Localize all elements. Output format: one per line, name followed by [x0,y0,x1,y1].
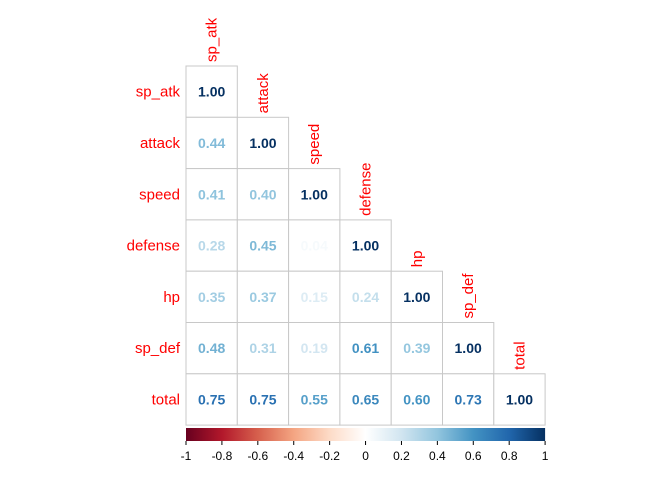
row-label-sp_atk: sp_atk [136,84,181,101]
colorbar-tick-label: 0.8 [501,449,518,463]
cell-sp_atk-sp_atk [185,65,238,118]
cell-value-sp_def-attack: 0.31 [249,340,276,356]
cell-hp-defense [339,270,392,324]
colorbar-tick-label: 0 [362,449,369,463]
cell-value-speed-attack: 0.40 [249,186,276,202]
cell-value-sp_def-defense: 0.61 [352,340,379,356]
column-label-hp: hp [409,251,426,268]
cell-total-sp_atk [185,373,238,426]
column-label-attack: attack [255,73,272,114]
cell-attack-attack [236,116,290,170]
cell-value-hp-speed: 0.15 [301,289,328,305]
cell-value-total-speed: 0.55 [301,391,328,407]
cell-sp_def-defense [339,322,392,375]
cell-sp_def-sp_atk [185,322,238,375]
colorbar-tick-label: -1 [181,449,192,463]
cell-value-total-sp_atk: 0.75 [198,391,225,407]
row-label-sp_def: sp_def [135,340,181,357]
colorbar-tick-label: 0.6 [465,449,482,463]
colorbar: -1 -0.8 -0.6 -0.4 -0.2 0 0.2 0.4 0.6 0.8 1 [181,428,549,463]
colorbar-tick-label: -0.6 [247,449,268,463]
cell-value-sp_def-hp: 0.39 [403,340,430,356]
colorbar-gradient [186,428,546,441]
cell-value-defense-defense: 1.00 [352,238,379,254]
cell-hp-attack [236,270,290,324]
cell-total-total [493,373,546,426]
cell-value-total-total: 1.00 [506,391,533,407]
column-label-sp_atk: sp_atk [204,17,221,62]
cell-attack-sp_atk [185,116,238,170]
cell-value-sp_def-speed: 0.19 [301,340,328,356]
cell-value-hp-attack: 0.37 [249,289,276,305]
cell-total-defense [339,373,392,426]
colorbar-tick-label: -0.2 [319,449,340,463]
cell-total-sp_def [442,373,495,426]
row-label-attack: attack [140,135,181,152]
colorbar-tick-label: 0.2 [393,449,410,463]
cell-value-hp-sp_atk: 0.35 [198,289,225,305]
row-label-defense: defense [127,238,180,255]
cell-value-hp-hp: 1.00 [403,289,430,305]
column-label-sp_def: sp_def [460,273,477,319]
cell-sp_def-speed [288,322,341,375]
cell-total-attack [236,373,290,426]
cell-value-speed-sp_atk: 0.41 [198,186,225,202]
cell-sp_def-attack [236,322,290,375]
column-label-total: total [511,341,528,369]
cell-sp_def-sp_def [442,322,495,375]
colorbar-tick-label: 1 [542,449,549,463]
cell-speed-speed [288,168,341,221]
cell-value-attack-sp_atk: 0.44 [198,135,225,151]
colorbar-tick-label: 0.4 [429,449,446,463]
matrix-cells: 1.00 0.44 1.00 0.41 0.40 1.00 0.28 0.45 0.04 1.00… [185,65,546,426]
cell-value-defense-sp_atk: 0.28 [198,238,225,254]
cell-value-sp_def-sp_def: 1.00 [455,340,482,356]
colorbar-tick-label: -0.4 [283,449,304,463]
cell-sp_def-hp [390,322,444,375]
cell-value-defense-attack: 0.45 [249,238,276,254]
row-label-speed: speed [139,186,180,203]
cell-value-total-defense: 0.65 [352,391,379,407]
cell-value-attack-attack: 1.00 [249,135,276,151]
cell-defense-attack [236,219,290,272]
cell-value-speed-speed: 1.00 [301,186,328,202]
cell-value-total-sp_def: 0.73 [455,391,482,407]
cell-value-sp_atk-sp_atk: 1.00 [198,84,225,100]
column-label-defense: defense [358,163,375,216]
cell-value-defense-speed: 0.04 [301,238,328,254]
cell-value-total-hp: 0.60 [403,391,430,407]
row-label-hp: hp [163,289,180,306]
cell-value-sp_def-sp_atk: 0.48 [198,340,225,356]
column-label-speed: speed [306,124,323,165]
cell-value-hp-defense: 0.24 [352,289,379,305]
cell-value-total-attack: 0.75 [249,391,276,407]
row-label-total: total [152,391,180,408]
colorbar-tick-label: -0.8 [212,449,233,463]
cell-defense-defense [339,219,392,272]
